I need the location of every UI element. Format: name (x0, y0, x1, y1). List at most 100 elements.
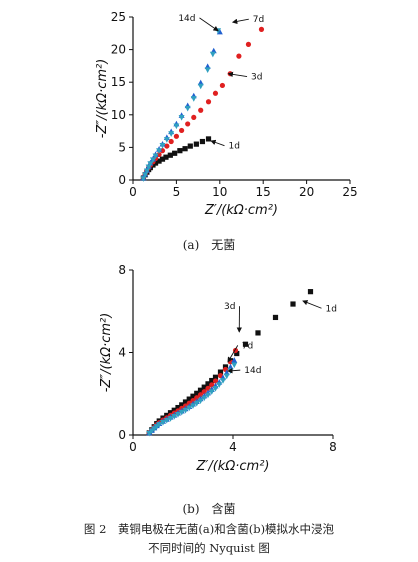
y-axis-title: -Z″/(kΩ·cm²) (95, 59, 110, 139)
data-point (156, 148, 163, 154)
data-point (173, 133, 179, 139)
data-point (164, 143, 170, 149)
x-tick-label: 25 (342, 185, 357, 199)
data-point (182, 407, 189, 414)
data-point (152, 153, 159, 160)
series-label: 14d (178, 14, 195, 24)
data-point (187, 143, 193, 149)
data-point (255, 330, 261, 336)
series-label: 1d (228, 142, 239, 152)
data-point (184, 105, 191, 112)
series-3d: 3d (140, 26, 265, 181)
data-point (156, 158, 162, 164)
series-label: 7d (253, 15, 264, 25)
data-point (236, 53, 242, 59)
data-point (212, 385, 219, 392)
data-point (307, 289, 314, 295)
data-point (168, 138, 174, 145)
data-point (193, 400, 200, 407)
data-point (179, 127, 185, 134)
data-point (186, 405, 193, 412)
x-tick-label: 10 (212, 185, 227, 199)
x-tick-label: 20 (299, 185, 314, 199)
data-point (231, 357, 238, 363)
series-label: 1d (326, 304, 337, 314)
data-point (208, 389, 215, 395)
data-point (209, 51, 216, 58)
data-point (173, 123, 180, 130)
series-label-arrow (227, 345, 239, 363)
subcaption-a: (a) 无菌 (182, 238, 236, 252)
data-point (146, 430, 153, 437)
data-point (177, 148, 183, 154)
data-point (185, 121, 191, 127)
x-axis-title: Z′/(kΩ·cm²) (204, 203, 278, 218)
data-point (193, 141, 199, 147)
y-tick-label: 8 (118, 263, 126, 277)
data-point (204, 67, 211, 74)
data-point (163, 154, 169, 160)
data-point (190, 96, 197, 102)
series-label-arrow (227, 71, 248, 78)
data-point (182, 146, 188, 152)
x-tick-label: 0 (129, 440, 137, 454)
y-tick-label: 15 (111, 75, 126, 89)
data-point (143, 168, 150, 175)
data-point (163, 417, 170, 424)
data-point (209, 377, 215, 384)
figure-caption-line-2: 不同时间的 Nyquist 图 (148, 541, 270, 555)
data-point (212, 90, 219, 96)
data-point (160, 420, 166, 426)
data-point (201, 395, 208, 402)
data-point (172, 150, 178, 156)
data-point (149, 157, 156, 163)
data-point (168, 131, 175, 137)
x-tick-label: 8 (329, 440, 337, 454)
chart-a: 0 5 10 15 20 25 0 5 10 15 20 25 Z′/(kΩ·cm²) -Z″/(kΩ·c… (95, 10, 358, 218)
data-point (272, 314, 279, 321)
data-point (216, 382, 223, 388)
y-tick-label: 0 (118, 428, 126, 442)
data-point (197, 83, 204, 90)
x-tick-label: 15 (256, 185, 271, 199)
data-point (179, 402, 185, 408)
data-point (231, 362, 238, 369)
data-point (156, 422, 163, 428)
figure-caption-line-1: 图 2 黄铜电极在无菌(a)和含菌(b)模拟水中浸泡 (83, 522, 335, 536)
subcaption-b: (b) 含菌 (182, 502, 236, 516)
data-point (223, 373, 230, 380)
data-point (205, 99, 212, 105)
data-point (167, 152, 173, 158)
data-point (205, 381, 211, 387)
series-label: 14d (244, 366, 261, 376)
data-point (171, 407, 177, 413)
data-point (167, 410, 174, 416)
data-point (242, 341, 249, 347)
data-point (175, 411, 181, 418)
data-point (167, 416, 174, 422)
data-point (198, 107, 204, 113)
y-tick-label: 0 (118, 173, 126, 187)
data-point (227, 363, 234, 370)
data-point (194, 390, 200, 396)
data-point (142, 172, 149, 178)
y-axis-title: -Z″/(kΩ·cm²) (99, 313, 114, 393)
data-point (290, 301, 296, 307)
x-tick-label: 0 (129, 185, 137, 199)
data-point (199, 138, 206, 145)
data-point (190, 393, 196, 399)
data-point (186, 396, 192, 402)
data-point (197, 387, 204, 393)
series-label-arrow (231, 18, 249, 25)
series-label: 3d (251, 73, 262, 83)
series-14d: 14d (146, 362, 261, 437)
series-label-arrow (302, 300, 322, 309)
data-point (182, 399, 189, 405)
series-14d: 14d (140, 14, 222, 182)
data-point (258, 26, 265, 32)
data-point (147, 161, 154, 167)
y-tick-label: 4 (118, 346, 126, 360)
x-axis-title: Z′/(kΩ·cm²) (196, 459, 270, 474)
data-point (219, 82, 226, 89)
y-tick-label: 5 (118, 140, 126, 154)
